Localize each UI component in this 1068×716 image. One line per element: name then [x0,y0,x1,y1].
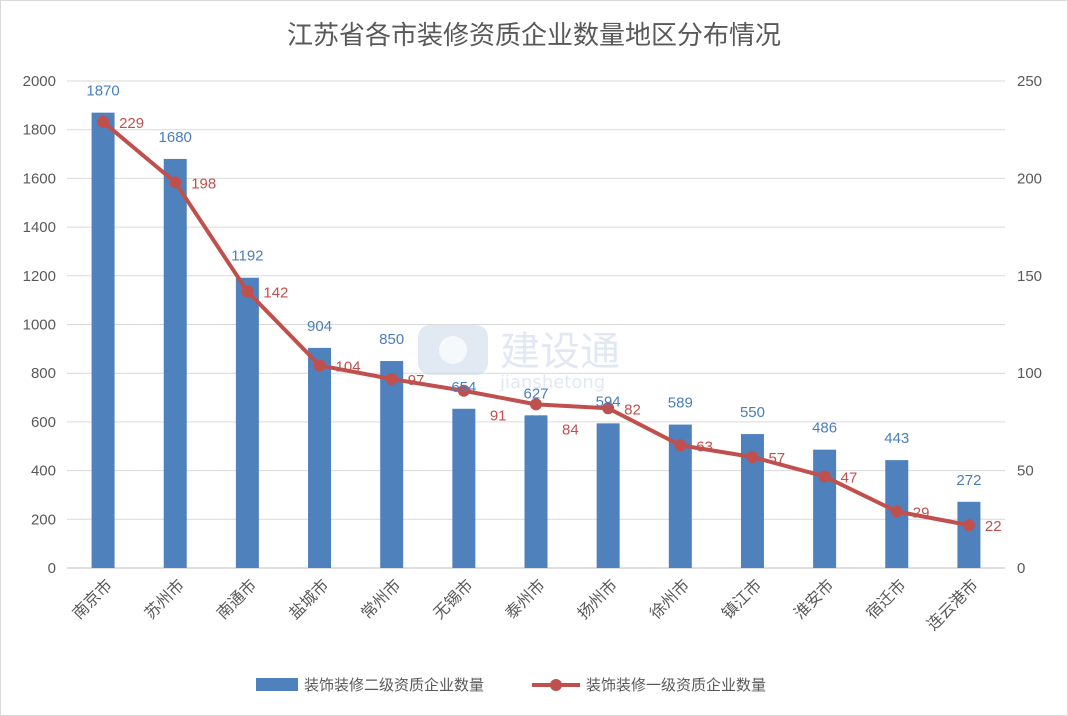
bar-value-label: 443 [884,430,909,447]
legend-bar-swatch [256,678,298,691]
gridlines [67,80,1005,569]
line-data-labels: 229 198 142 104 97 91 84 82 63 57 47 29 22 [119,115,1002,535]
line-point [385,373,398,386]
bar-value-label: 594 [596,393,621,410]
line-point [818,470,831,483]
line-point [457,384,470,397]
line-point [602,402,615,415]
bar [813,449,837,568]
right-axis: 0 50 100 150 200 250 [1017,73,1042,577]
legend-bar-label: 装饰装修二级资质企业数量 [304,676,484,694]
bar-value-label: 1680 [159,129,192,146]
bar [163,158,187,569]
bar [91,112,115,568]
legend-line-label: 装饰装修一级资质企业数量 [586,676,766,694]
line-value-label: 47 [841,469,858,486]
line-point [962,519,975,532]
bar [668,424,692,568]
left-tick-label: 0 [48,560,56,577]
watermark-logo-icon [418,325,488,375]
legend-line-marker [550,679,562,691]
line-value-label: 84 [562,421,579,438]
watermark: 建设通 jianshetong [418,325,620,393]
bar [452,408,476,568]
line-point [674,439,687,452]
bar [740,434,764,568]
bar-value-label: 904 [307,318,332,335]
right-tick-label: 250 [1017,73,1042,90]
line-point [890,505,903,518]
left-tick-label: 400 [31,463,56,480]
left-tick-label: 1000 [23,317,56,334]
bar [380,361,404,568]
line-point [97,115,110,128]
bar-value-label: 272 [956,472,981,489]
bar-value-label: 1870 [86,83,119,100]
line-value-label: 97 [408,372,425,389]
bar [524,415,548,568]
watermark-url: jianshetong [499,372,605,393]
left-tick-label: 600 [31,414,56,431]
line-point [313,359,326,372]
left-tick-label: 1200 [23,268,56,285]
right-tick-label: 100 [1017,365,1042,382]
bar [596,423,620,568]
bar [308,347,332,568]
line-point [530,398,542,411]
left-tick-label: 200 [31,511,56,528]
line-value-label: 198 [191,175,216,192]
line-point [241,285,254,298]
left-tick-label: 800 [31,365,56,382]
chart-title: 江苏省各市装修资质企业数量地区分布情况 [287,21,781,51]
bar [957,501,981,568]
bar [235,277,259,568]
bar-series [91,112,981,569]
line-value-label: 22 [985,518,1002,535]
left-tick-label: 1400 [23,219,56,236]
line-series [97,115,975,532]
line-value-label: 142 [263,284,288,301]
bar-data-labels: 1870 1680 1192 904 850 654 627 594 589 550 486 443 2… [86,83,981,489]
line-point [746,450,759,463]
left-tick-label: 1800 [23,122,56,139]
line-value-label: 29 [913,505,930,522]
legend: 装饰装修二级资质企业数量 装饰装修一级资质企业数量 [256,676,766,694]
right-tick-label: 200 [1017,170,1042,187]
bar-value-label: 654 [451,379,476,396]
bar-value-label: 1192 [231,248,263,265]
bar-value-label: 486 [812,420,837,437]
bar-value-label: 589 [668,395,693,412]
right-tick-label: 150 [1017,268,1042,285]
left-tick-label: 1600 [23,170,56,187]
line-value-label: 63 [696,438,713,455]
bar-value-label: 550 [740,404,765,421]
line-value-label: 91 [490,408,507,425]
line-point [169,176,182,189]
bar-value-label: 850 [379,331,404,348]
line-value-label: 229 [119,115,144,132]
bar-value-label: 627 [523,385,548,402]
watermark-brand: 建设通 [500,329,620,375]
line-value-label: 57 [768,450,785,467]
left-tick-label: 2000 [23,73,56,90]
left-axis: 0 200 400 600 800 1000 1200 1400 1600 1800 2000 [23,73,56,577]
right-tick-label: 0 [1017,560,1025,577]
right-tick-label: 50 [1017,463,1034,480]
line-value-label: 104 [336,358,361,375]
line-value-label: 82 [624,401,641,418]
